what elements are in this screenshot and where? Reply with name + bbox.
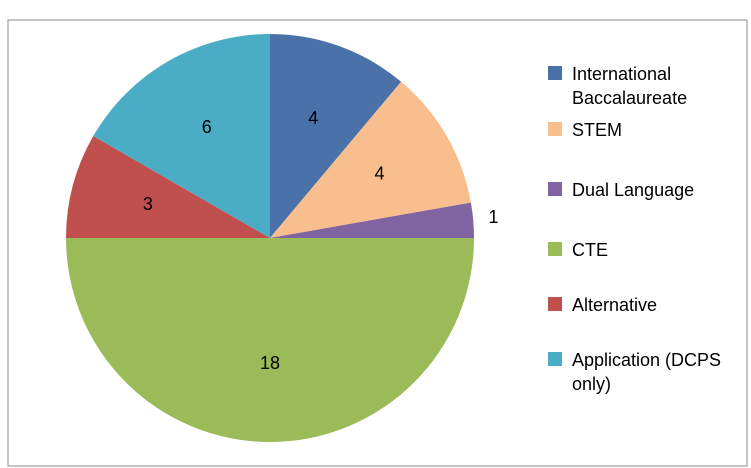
legend-label: Dual Language xyxy=(572,180,695,200)
legend-label: Application (DCPS only) xyxy=(572,350,722,394)
legend-item: Application (DCPS only) xyxy=(548,348,732,396)
pie-slice xyxy=(270,34,402,238)
legend-label: Alternative xyxy=(572,295,658,315)
pie-slice xyxy=(270,202,474,238)
pie-slice xyxy=(66,238,474,442)
legend-swatch xyxy=(548,297,562,311)
legend-label: International Baccalaureate xyxy=(572,64,688,108)
data-label: 1 xyxy=(489,207,499,227)
legend-item: Alternative xyxy=(548,293,732,317)
legend-item: STEM xyxy=(548,118,732,142)
data-label: 6 xyxy=(202,117,212,137)
legend-label: STEM xyxy=(572,120,623,140)
legend-label: CTE xyxy=(572,240,608,260)
legend-swatch xyxy=(548,66,562,80)
legend-item: International Baccalaureate xyxy=(548,62,702,110)
pie-slice xyxy=(270,81,471,239)
pie-slice xyxy=(66,136,270,238)
data-label: 4 xyxy=(375,164,385,184)
data-label: 18 xyxy=(260,353,280,373)
pie-slice xyxy=(93,34,271,238)
data-label: 4 xyxy=(308,108,318,128)
legend-swatch xyxy=(548,182,562,196)
legend-item: CTE xyxy=(548,238,732,262)
legend-swatch xyxy=(548,122,562,136)
frame xyxy=(7,19,748,467)
data-label: 3 xyxy=(143,194,153,214)
legend-swatch xyxy=(548,242,562,256)
legend-item: Dual Language xyxy=(548,178,732,202)
legend-swatch xyxy=(548,352,562,366)
